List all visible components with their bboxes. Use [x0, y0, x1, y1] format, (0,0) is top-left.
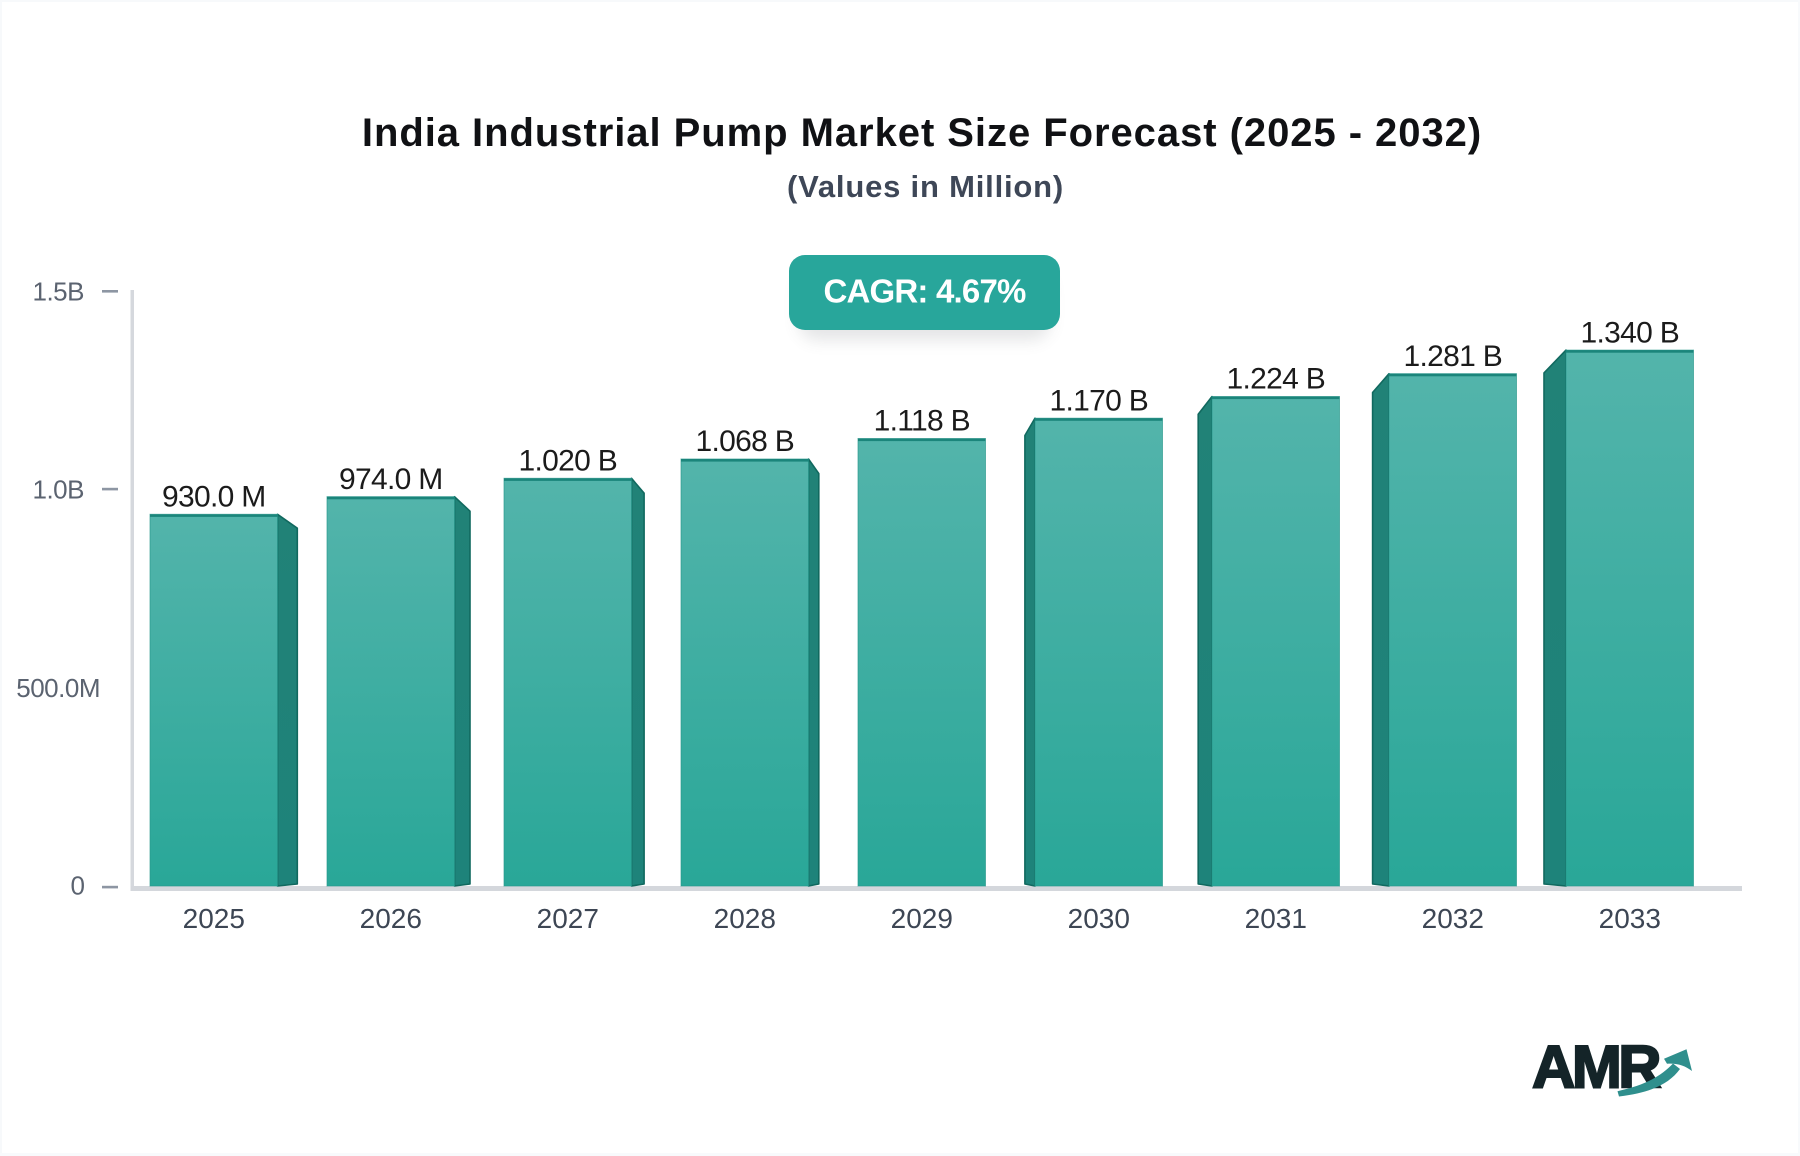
svg-text:2026: 2026 [360, 903, 422, 934]
svg-text:2033: 2033 [1599, 903, 1661, 934]
svg-text:2027: 2027 [537, 903, 599, 934]
svg-text:2032: 2032 [1422, 903, 1484, 934]
svg-text:2031: 2031 [1245, 903, 1307, 934]
svg-text:930.0 M: 930.0 M [162, 481, 266, 514]
svg-text:1.020 B: 1.020 B [519, 445, 618, 478]
svg-text:0: 0 [71, 871, 85, 901]
svg-text:1.0B: 1.0B [33, 475, 85, 505]
svg-text:2028: 2028 [714, 903, 776, 934]
svg-text:1.281 B: 1.281 B [1404, 340, 1503, 373]
svg-text:India Industrial Pump Market S: India Industrial Pump Market Size Foreca… [362, 111, 1482, 155]
svg-text:CAGR: 4.67%: CAGR: 4.67% [823, 273, 1026, 310]
svg-text:1.118 B: 1.118 B [874, 405, 970, 438]
svg-text:1.340 B: 1.340 B [1581, 316, 1680, 349]
svg-text:974.0 M: 974.0 M [339, 463, 443, 496]
svg-text:500.0M: 500.0M [16, 673, 100, 703]
svg-text:2030: 2030 [1068, 903, 1130, 934]
svg-text:1.5B: 1.5B [33, 277, 85, 307]
svg-text:(Values in Million): (Values in Million) [787, 169, 1064, 204]
svg-text:2025: 2025 [183, 903, 245, 934]
svg-text:1.224 B: 1.224 B [1227, 363, 1326, 396]
svg-text:2029: 2029 [891, 903, 953, 934]
svg-text:1.068 B: 1.068 B [696, 425, 795, 458]
svg-text:1.170 B: 1.170 B [1050, 384, 1149, 417]
